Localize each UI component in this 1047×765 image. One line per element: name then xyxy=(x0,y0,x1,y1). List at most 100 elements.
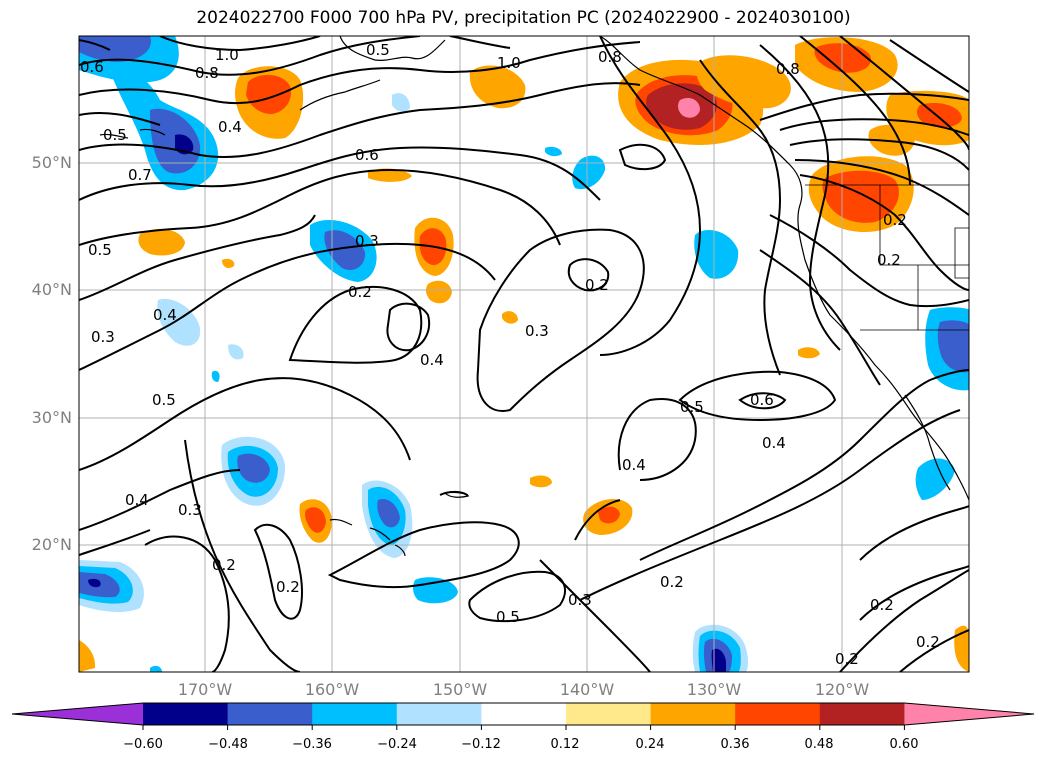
colorbar-tick-label: −0.48 xyxy=(208,737,248,752)
precip-negative-patch xyxy=(175,134,194,155)
contour-label: 0.2 xyxy=(883,211,907,229)
precip-positive-patch xyxy=(502,311,518,324)
lon-label: 160°W xyxy=(304,680,360,699)
plot-frame xyxy=(78,35,970,673)
contour-label: 0.3 xyxy=(355,232,379,250)
lon-label: 130°W xyxy=(686,680,742,699)
contour-label: 0.2 xyxy=(877,251,901,269)
precip-negative-patch xyxy=(545,146,562,157)
colorbar-tick-label: 0.48 xyxy=(804,737,834,752)
colorbar-tick-label: −0.60 xyxy=(123,737,163,752)
contour-label: 0.3 xyxy=(178,501,202,519)
contour-label: 1.0 xyxy=(215,46,239,64)
precip-negative-patch xyxy=(324,230,366,271)
colorbar-tick-label: −0.24 xyxy=(377,737,417,752)
precip-negative-patch xyxy=(711,648,726,672)
colorbar-segment xyxy=(312,703,398,725)
contour-label: 0.2 xyxy=(212,556,236,574)
precip-positive-patch xyxy=(222,258,235,268)
colorbar-segment xyxy=(819,703,905,725)
contour-label: 0.5 xyxy=(680,398,704,416)
lat-label: 30°N xyxy=(31,408,72,427)
contour-label: 0.2 xyxy=(276,578,300,596)
precip-negative-patch xyxy=(377,499,400,528)
contour-label: 0.2 xyxy=(870,596,894,614)
colorbar-tick-label: 0.12 xyxy=(550,737,580,752)
precip-positive-patch xyxy=(677,98,700,118)
graticule xyxy=(79,36,969,672)
colorbar-segment xyxy=(396,703,482,725)
map-title: 2024022700 F000 700 hPa PV, precipitatio… xyxy=(196,8,851,28)
lon-label: 120°W xyxy=(814,680,870,699)
precip-positive-patch xyxy=(425,280,452,304)
contour-label: 0.5 xyxy=(496,608,520,626)
precip-positive-patch xyxy=(598,506,620,524)
contour-label: 0.8 xyxy=(776,60,800,78)
contour-label: 0.4 xyxy=(218,118,242,136)
precip-positive-patch xyxy=(469,65,526,109)
lat-label: 40°N xyxy=(31,280,72,299)
precip-negative-patch xyxy=(392,93,410,112)
contour-label: 0.8 xyxy=(195,64,219,82)
precip-positive-patch xyxy=(246,74,291,114)
colorbar-segment xyxy=(143,703,229,725)
contour-label: 0.3 xyxy=(91,328,115,346)
contour-label: 0.5 xyxy=(88,241,112,259)
contour-label: 0.6 xyxy=(355,146,379,164)
contour-label: 0.2 xyxy=(835,650,859,668)
plot-area xyxy=(79,36,969,672)
precip-negative-patch xyxy=(937,320,969,373)
precip-positive-patch xyxy=(954,625,969,672)
precip-positive-patch xyxy=(305,507,326,533)
lon-label: 150°W xyxy=(432,680,488,699)
colorbar-segment xyxy=(735,703,821,725)
contour-label: 0.5 xyxy=(152,391,176,409)
contour-label: 1.0 xyxy=(497,54,521,72)
colorbar-tick-label: 0.60 xyxy=(889,737,919,752)
contour-label: 0.4 xyxy=(125,491,149,509)
precip-negative-patch xyxy=(915,458,955,500)
contour-label: 0.2 xyxy=(348,283,372,301)
colorbar-tick-label: 0.24 xyxy=(635,737,665,752)
lat-label: 50°N xyxy=(31,153,72,172)
precip-negative-patch xyxy=(237,453,270,483)
colorbar xyxy=(11,702,1035,730)
precip-negative-patch xyxy=(150,665,162,672)
colorbar-segment xyxy=(481,703,567,725)
lat-label: 20°N xyxy=(31,535,72,554)
political-borders xyxy=(805,184,969,331)
precip-negative-patch xyxy=(228,344,244,360)
colorbar-segment xyxy=(650,703,736,725)
precip-negative-patch xyxy=(88,578,101,588)
lon-label: 170°W xyxy=(177,680,233,699)
precip-negative-patch xyxy=(211,370,220,382)
colorbar-tick-label: −0.12 xyxy=(461,737,501,752)
colorbar-tick-label: 0.36 xyxy=(720,737,750,752)
colorbar-segment xyxy=(566,703,652,725)
contour-label: 0.3 xyxy=(568,591,592,609)
contour-label: 0.2 xyxy=(660,573,684,591)
contour-label: 0.5 xyxy=(103,126,127,144)
precip-negative-patch xyxy=(694,230,739,279)
contour-label: 0.8 xyxy=(598,48,622,66)
lon-label: 140°W xyxy=(559,680,615,699)
precip-positive-patch xyxy=(696,55,791,109)
contour-label-layer: 1.0 0.8 0.6 0.5 0.7 0.4 0.5 0.3 0.4 0.5 … xyxy=(80,41,940,668)
contour-label: 0.5 xyxy=(366,41,390,59)
colorbar-segment xyxy=(227,703,313,725)
contour-label: 0.6 xyxy=(750,391,774,409)
precip-positive-patch xyxy=(138,228,185,256)
contour-label: 0.4 xyxy=(420,351,444,369)
precip-negative-patch xyxy=(79,36,151,62)
precip-positive-patch xyxy=(798,347,820,359)
contour-label: 0.4 xyxy=(153,306,177,324)
colorbar-tick-label: −0.36 xyxy=(292,737,332,752)
contour-label: 0.3 xyxy=(525,322,549,340)
contour-label: 0.6 xyxy=(80,58,104,76)
precip-positive-patch xyxy=(530,475,552,488)
precip-positive-patch xyxy=(79,640,96,672)
precip-positive-patch xyxy=(368,168,412,182)
contour-label: 0.2 xyxy=(585,276,609,294)
contour-label: 0.7 xyxy=(128,166,152,184)
